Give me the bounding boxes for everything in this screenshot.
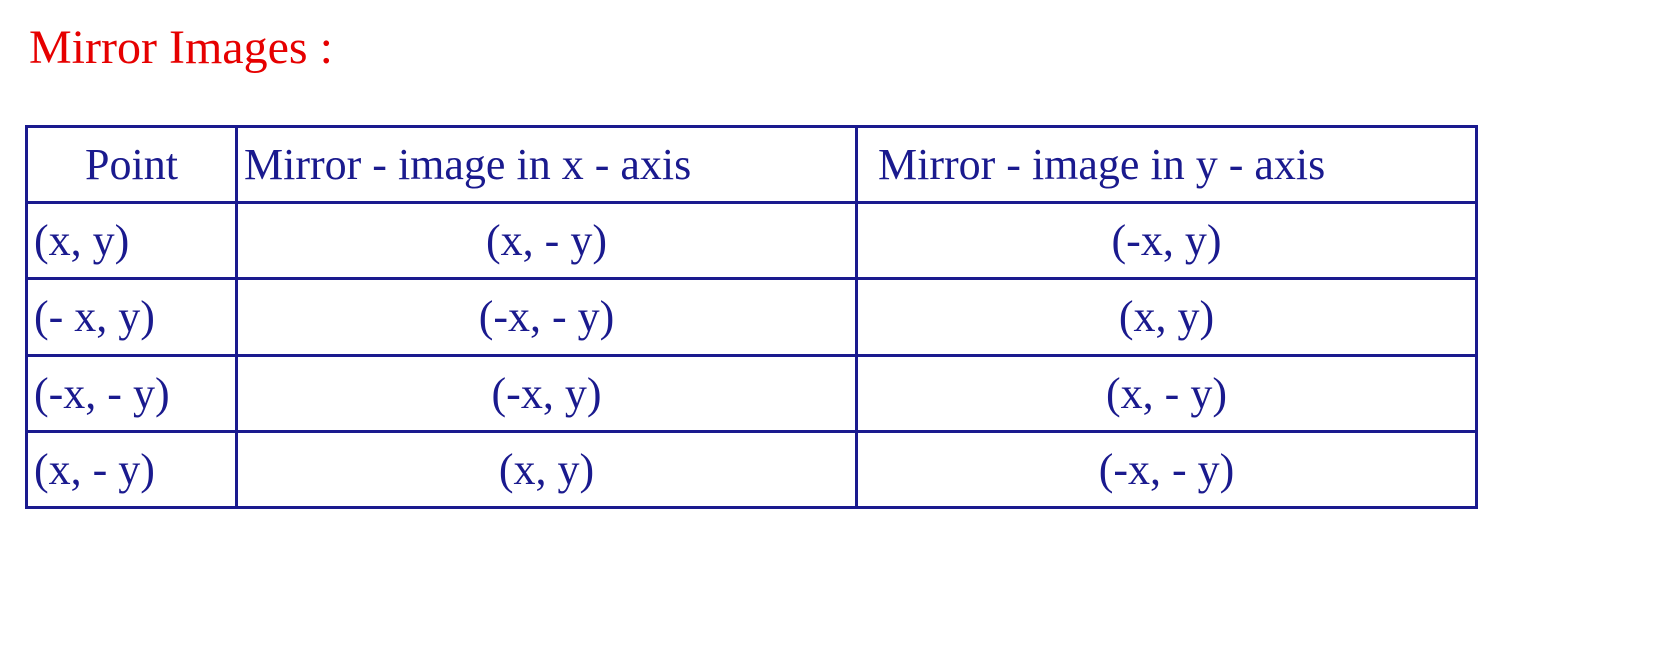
- cell-point: (- x, y): [27, 279, 237, 355]
- table-row: (x, y) (x, - y) (-x, y): [27, 203, 1477, 279]
- cell-yaxis: (-x, - y): [857, 431, 1477, 507]
- column-header-xaxis: Mirror - image in x - axis: [237, 127, 857, 203]
- table-row: (x, - y) (x, y) (-x, - y): [27, 431, 1477, 507]
- cell-yaxis: (-x, y): [857, 203, 1477, 279]
- cell-point: (x, - y): [27, 431, 237, 507]
- table-row: (- x, y) (-x, - y) (x, y): [27, 279, 1477, 355]
- cell-yaxis: (x, y): [857, 279, 1477, 355]
- cell-xaxis: (x, - y): [237, 203, 857, 279]
- mirror-images-table: Point Mirror - image in x - axis Mirror …: [25, 125, 1478, 509]
- table-row: (-x, - y) (-x, y) (x, - y): [27, 355, 1477, 431]
- cell-point: (-x, - y): [27, 355, 237, 431]
- column-header-yaxis: Mirror - image in y - axis: [857, 127, 1477, 203]
- cell-xaxis: (-x, y): [237, 355, 857, 431]
- table-header-row: Point Mirror - image in x - axis Mirror …: [27, 127, 1477, 203]
- column-header-point: Point: [27, 127, 237, 203]
- cell-xaxis: (x, y): [237, 431, 857, 507]
- cell-yaxis: (x, - y): [857, 355, 1477, 431]
- cell-point: (x, y): [27, 203, 237, 279]
- page-title: Mirror Images :: [25, 20, 1642, 75]
- cell-xaxis: (-x, - y): [237, 279, 857, 355]
